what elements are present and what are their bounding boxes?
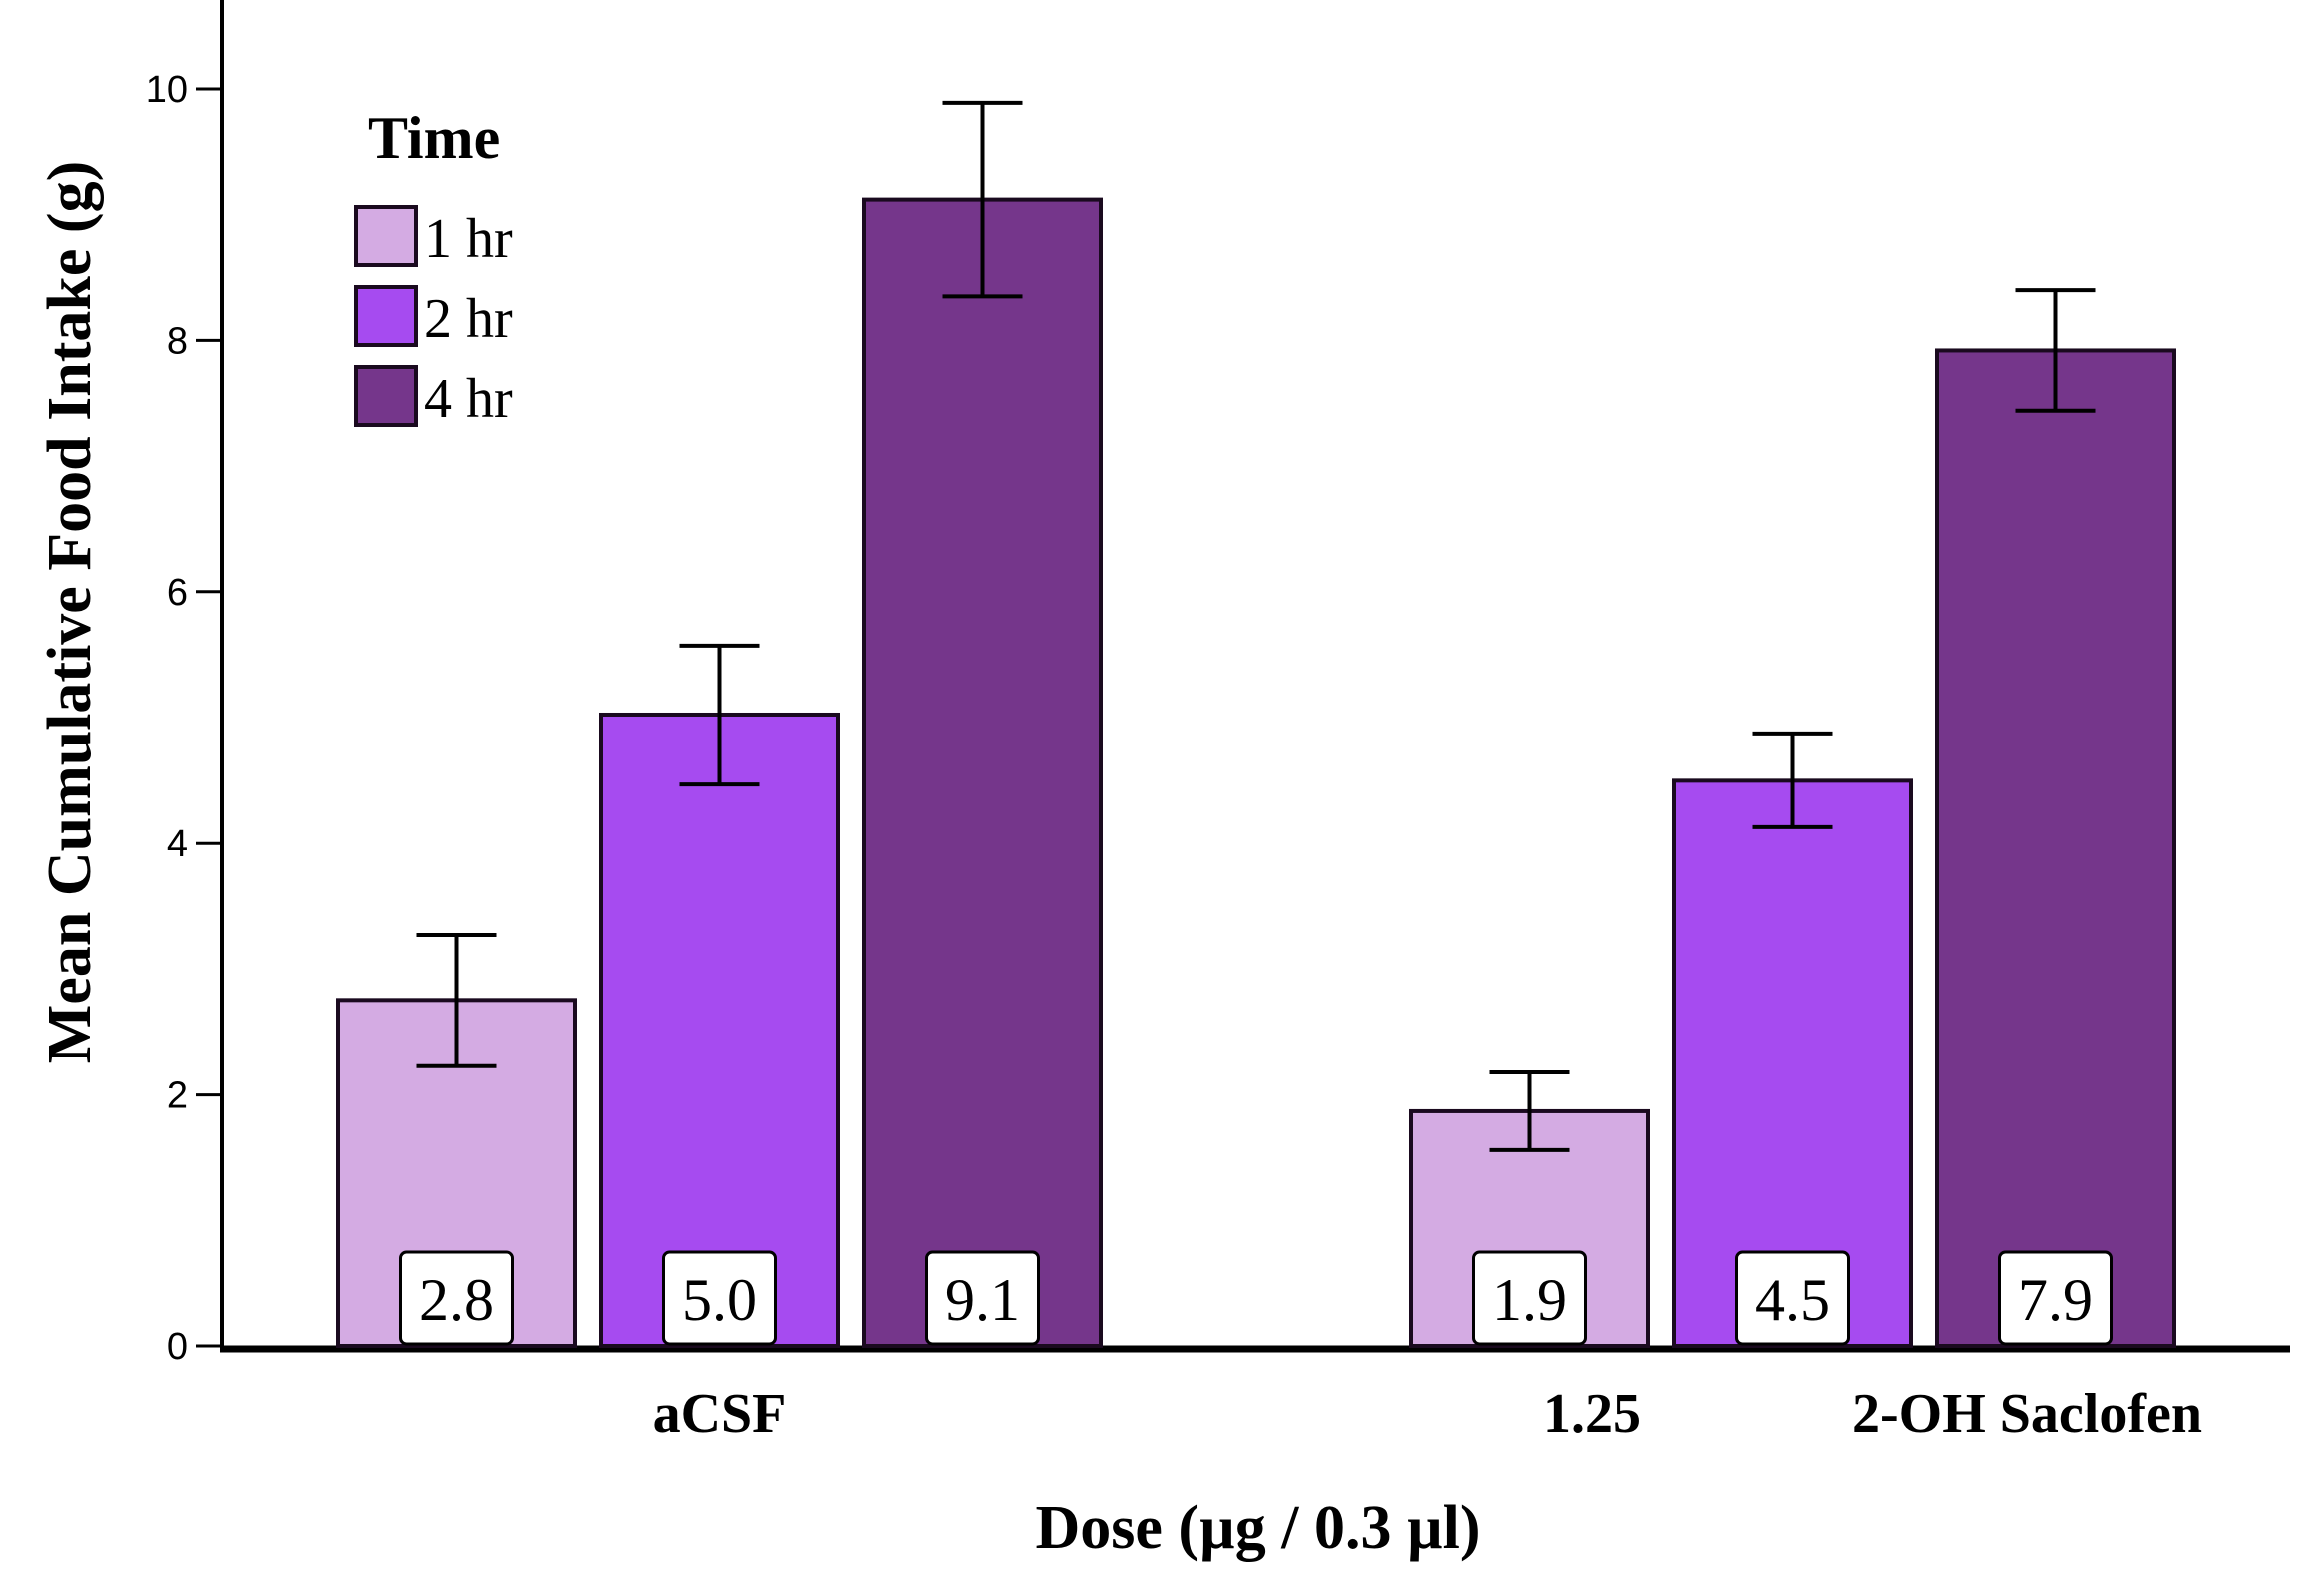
y-tick-label: 10 [146, 69, 188, 111]
x-category-label: aCSF [653, 1383, 787, 1445]
bars [336, 197, 2176, 1349]
value-label-box [1472, 1250, 1587, 1346]
y-tick-label: 8 [167, 320, 188, 362]
x-axis-title: Dose (µg / 0.3 µl) [1035, 1494, 1480, 1562]
value-label: 4.5 [1755, 1267, 1830, 1333]
value-label: 5.0 [682, 1267, 757, 1333]
legend-label: 2 hr [424, 288, 513, 350]
legend: Time 1 hr 2 hr 4 hr [354, 105, 513, 430]
axes: 0 2 4 6 8 10 aCSF 2-OH Saclofen [146, 0, 2290, 1445]
value-labels: 2.8 5.0 9.1 1.9 4.5 7.9 [399, 1250, 2113, 1346]
x-category-label: 2-OH Saclofen [1852, 1383, 2202, 1445]
y-tick-label: 0 [167, 1326, 188, 1368]
value-label-box [1735, 1250, 1850, 1346]
bar [862, 197, 1103, 1349]
legend-swatch [354, 205, 418, 267]
value-label: 7.9 [2018, 1267, 2093, 1333]
y-axis-title: Mean Cumulative Food Intake (g) [36, 161, 104, 1063]
value-label-box [399, 1250, 514, 1346]
value-label: 2.8 [419, 1267, 494, 1333]
value-label: 1.9 [1492, 1267, 1567, 1333]
legend-label: 1 hr [424, 208, 513, 270]
y-tick-label: 4 [167, 823, 188, 865]
legend-swatch [354, 365, 418, 427]
legend-title: Time [368, 105, 500, 171]
value-label: 9.1 [945, 1267, 1020, 1333]
legend-swatch [354, 285, 418, 347]
y-tick-label: 6 [167, 572, 188, 614]
bar [1935, 348, 2176, 1348]
value-label-box [1998, 1250, 2113, 1346]
error-bars [416, 100, 2096, 1152]
value-label-box [925, 1250, 1040, 1346]
y-tick-label: 2 [167, 1075, 188, 1117]
legend-label: 4 hr [424, 368, 513, 430]
value-label-box [662, 1250, 777, 1346]
dose-annotation: 1.25 [1543, 1383, 1641, 1445]
